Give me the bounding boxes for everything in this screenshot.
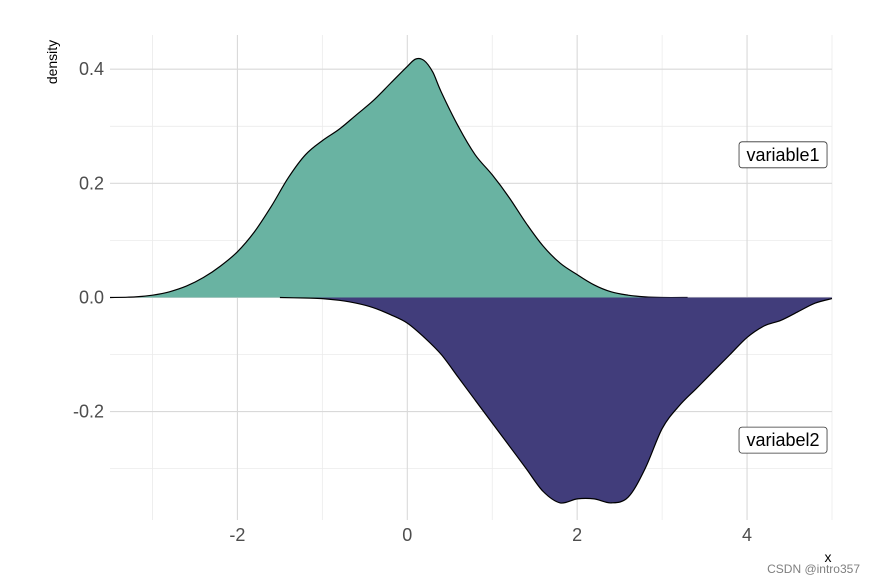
density-areas [109, 57, 833, 504]
series-label-text: variabel2 [747, 430, 820, 450]
y-tick-label: 0.0 [79, 287, 104, 307]
series-2-label: variabel2 [738, 426, 828, 454]
y-tick-label: 0.4 [79, 59, 104, 79]
series-1-area [110, 58, 688, 298]
series-2-area [279, 297, 832, 504]
series-label-box [738, 141, 828, 169]
y-axis-ticks: -0.2 0.0 0.2 0.4 [73, 59, 104, 421]
y-axis-title: density [44, 39, 60, 85]
series-label-box [738, 426, 828, 454]
series-labels: variable1 variabel2 [738, 141, 828, 454]
y-tick-label: 0.2 [79, 173, 104, 193]
series-2-outline [279, 296, 833, 504]
x-tick-label: 4 [742, 525, 752, 545]
x-axis-ticks: -2 0 2 4 [229, 525, 752, 545]
x-tick-label: 2 [572, 525, 582, 545]
series-1-outline [109, 57, 688, 299]
x-axis-title: x [824, 549, 832, 565]
watermark: CSDN @intro357 [767, 562, 860, 576]
y-tick-label: -0.2 [73, 402, 104, 422]
series-label-text: variable1 [747, 145, 820, 165]
x-tick-label: 0 [402, 525, 412, 545]
series-1-label: variable1 [738, 141, 828, 169]
x-tick-label: -2 [229, 525, 245, 545]
